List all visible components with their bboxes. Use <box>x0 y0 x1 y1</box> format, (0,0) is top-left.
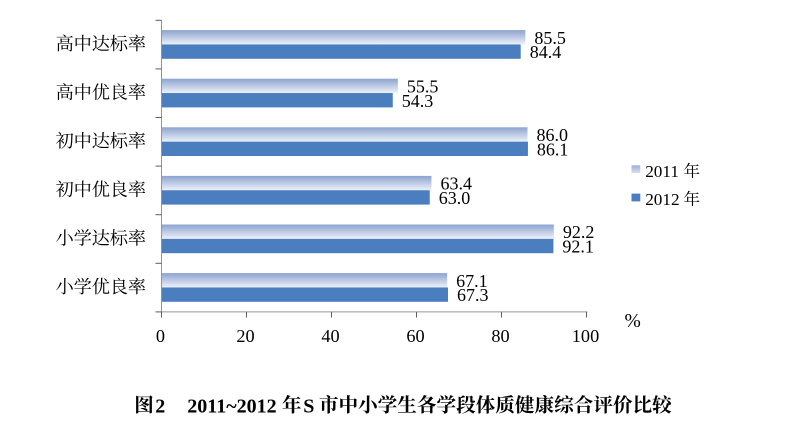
svg-text:40: 40 <box>321 326 339 346</box>
svg-text:60: 60 <box>406 326 424 346</box>
svg-text:92.1: 92.1 <box>562 237 594 257</box>
svg-text:20: 20 <box>236 326 254 346</box>
svg-text:54.3: 54.3 <box>402 91 434 111</box>
svg-text:63.0: 63.0 <box>439 188 471 208</box>
svg-text:100: 100 <box>572 326 599 346</box>
svg-text:0: 0 <box>156 326 165 346</box>
svg-text:67.1: 67.1 <box>456 271 488 291</box>
svg-text:2011~2012: 2011~2012 <box>187 395 276 417</box>
svg-text:86.1: 86.1 <box>537 139 569 159</box>
svg-text:S: S <box>303 395 314 417</box>
svg-text:80: 80 <box>491 326 509 346</box>
svg-text:85.5: 85.5 <box>534 28 566 48</box>
svg-text:2: 2 <box>155 395 165 417</box>
svg-text:55.5: 55.5 <box>407 76 439 96</box>
svg-text:2012: 2012 <box>645 190 679 209</box>
svg-text:2011: 2011 <box>645 162 679 181</box>
svg-text:%: % <box>625 311 641 332</box>
svg-text:84.4: 84.4 <box>530 42 562 62</box>
svg-text:67.3: 67.3 <box>457 285 489 305</box>
svg-text:92.2: 92.2 <box>563 222 595 242</box>
svg-text:63.4: 63.4 <box>440 174 472 194</box>
svg-text:86.0: 86.0 <box>537 125 569 145</box>
